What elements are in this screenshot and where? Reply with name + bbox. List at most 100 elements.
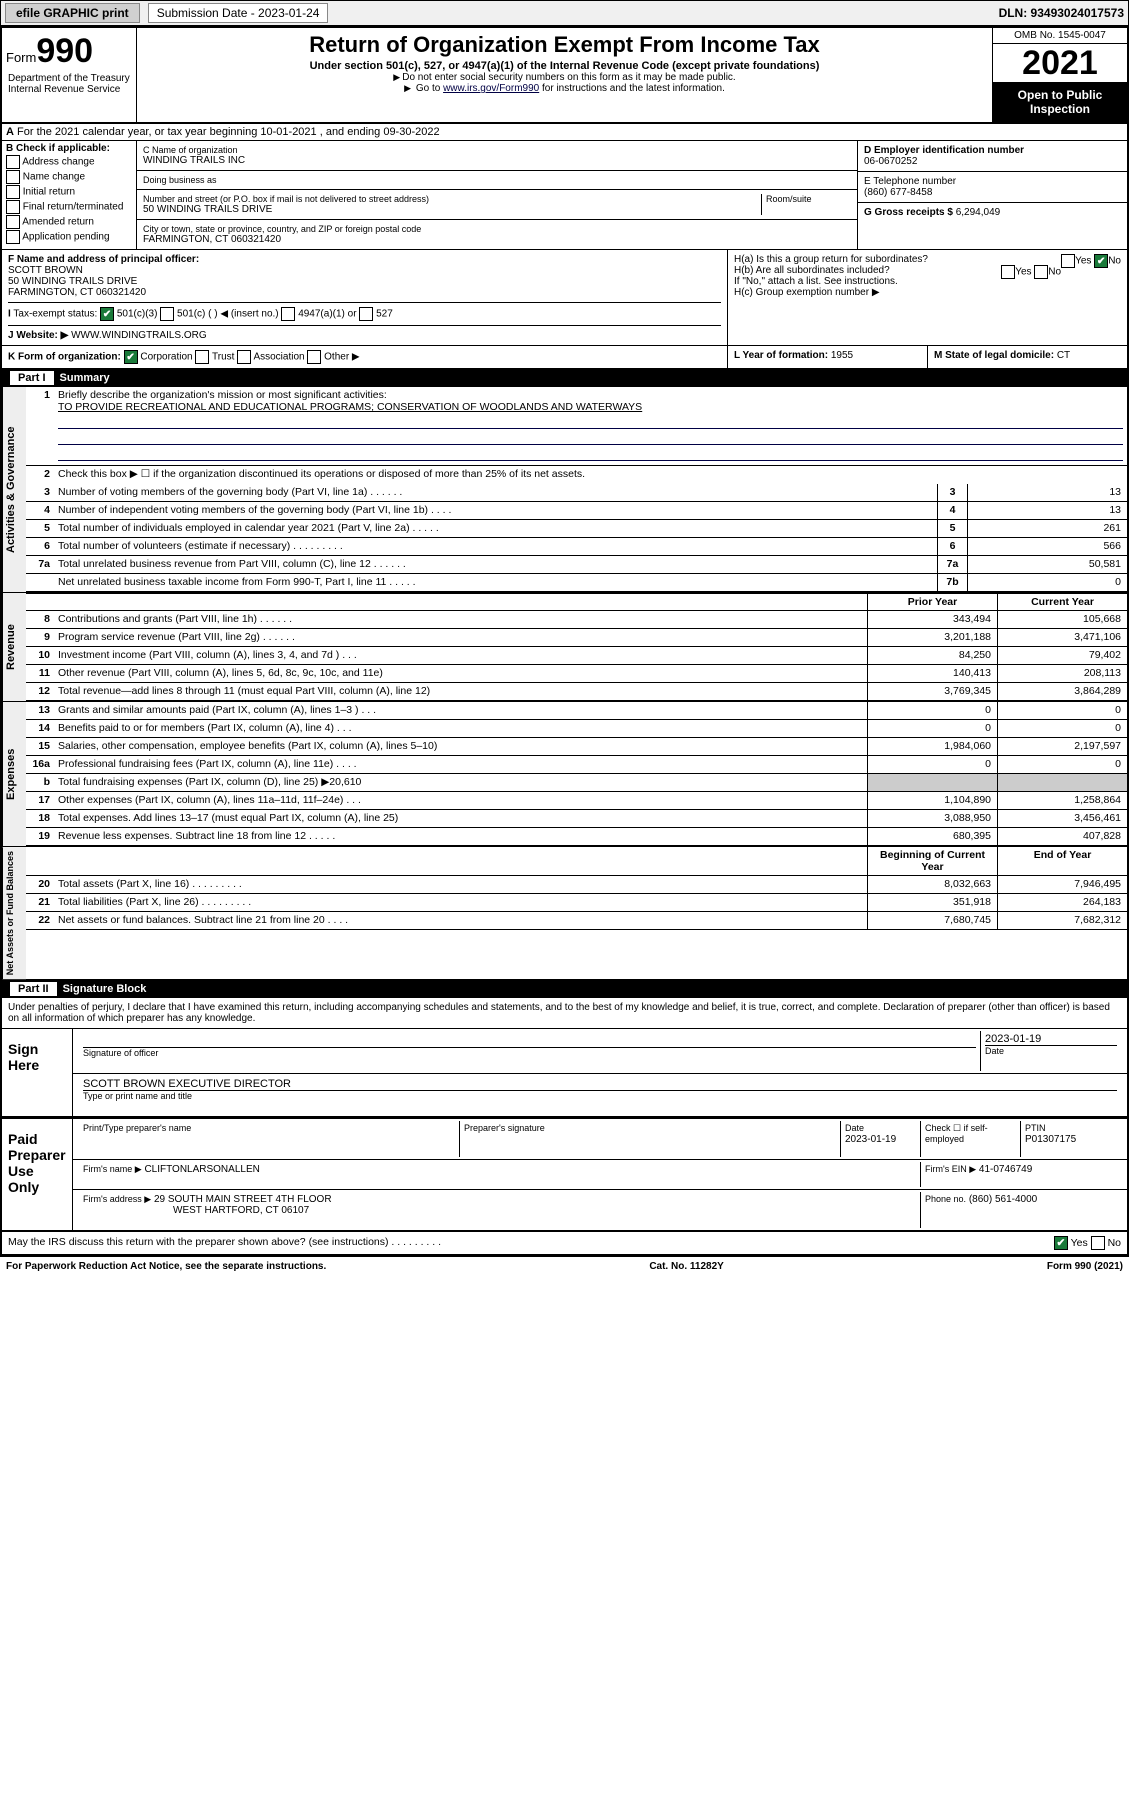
ha-no[interactable]: ✔ (1094, 254, 1108, 268)
hc-group-exempt: H(c) Group exemption number ▶ (734, 287, 1121, 298)
firm-addr1: 29 SOUTH MAIN STREET 4TH FLOOR (154, 1194, 332, 1205)
ha-yes[interactable] (1061, 254, 1075, 268)
gross-receipts: 6,294,049 (956, 207, 1001, 218)
tab-governance: Activities & Governance (2, 387, 26, 592)
tab-expenses: Expenses (2, 702, 26, 846)
addr: 50 WINDING TRAILS DRIVE (143, 204, 761, 215)
efile-print-btn[interactable]: efile GRAPHIC print (5, 3, 140, 23)
dba-label: Doing business as (143, 175, 851, 185)
form-subtitle: Under section 501(c), 527, or 4947(a)(1)… (145, 60, 984, 72)
firm-ein: 41-0746749 (979, 1164, 1032, 1175)
tax-exempt-label: Tax-exempt status: (13, 309, 97, 320)
form-org-label: K Form of organization: (8, 352, 121, 363)
firm-phone: (860) 561-4000 (969, 1194, 1037, 1205)
line-19: 19Revenue less expenses. Subtract line 1… (26, 828, 1127, 846)
officer-name: SCOTT BROWN (8, 265, 83, 276)
gov-line-5: 5Total number of individuals employed in… (26, 520, 1127, 538)
chk-app-pending[interactable]: Application pending (6, 230, 132, 244)
line-17: 17Other expenses (Part IX, column (A), l… (26, 792, 1127, 810)
tab-net-assets: Net Assets or Fund Balances (2, 847, 26, 979)
website: WWW.WINDINGTRAILS.ORG (71, 330, 207, 341)
line-8: 8Contributions and grants (Part VIII, li… (26, 611, 1127, 629)
gov-line-7a: 7aTotal unrelated business revenue from … (26, 556, 1127, 574)
submission-date: Submission Date - 2023-01-24 (148, 3, 329, 23)
line-20: 20Total assets (Part X, line 16) . . . .… (26, 876, 1127, 894)
discuss-preparer: May the IRS discuss this return with the… (8, 1236, 441, 1250)
mission-label: Briefly describe the organization's miss… (58, 389, 387, 401)
chk-4947[interactable] (281, 307, 295, 321)
gov-line-4: 4Number of independent voting members of… (26, 502, 1127, 520)
prep-date: 2023-01-19 (845, 1134, 896, 1145)
hb-yes[interactable] (1001, 265, 1015, 279)
chk-other[interactable] (307, 350, 321, 364)
chk-name-change[interactable]: Name change (6, 170, 132, 184)
mission-text: TO PROVIDE RECREATIONAL AND EDUCATIONAL … (58, 401, 642, 413)
chk-assoc[interactable] (237, 350, 251, 364)
col-boc: Beginning of Current Year (867, 847, 997, 875)
ein: 06-0670252 (864, 156, 917, 167)
form-title: Return of Organization Exempt From Incom… (145, 32, 984, 58)
gov-line-7b: Net unrelated business taxable income fr… (26, 574, 1127, 592)
line-9: 9Program service revenue (Part VIII, lin… (26, 629, 1127, 647)
line-11: 11Other revenue (Part VIII, column (A), … (26, 665, 1127, 683)
line-16a: 16aProfessional fundraising fees (Part I… (26, 756, 1127, 774)
line-15: 15Salaries, other compensation, employee… (26, 738, 1127, 756)
part2-header: Part IISignature Block (2, 980, 1127, 998)
discuss-no[interactable] (1091, 1236, 1105, 1250)
line-b: bTotal fundraising expenses (Part IX, co… (26, 774, 1127, 792)
col-eoy: End of Year (997, 847, 1127, 875)
addr-label: Number and street (or P.O. box if mail i… (143, 194, 761, 204)
form-footer: Form 990 (2021) (1047, 1261, 1123, 1272)
line-13: 13Grants and similar amounts paid (Part … (26, 702, 1127, 720)
hb-no[interactable] (1034, 265, 1048, 279)
open-to-public: Open to Public Inspection (993, 82, 1127, 122)
line-10: 10Investment income (Part VIII, column (… (26, 647, 1127, 665)
hb-note: If "No," attach a list. See instructions… (734, 276, 1121, 287)
tab-revenue: Revenue (2, 593, 26, 701)
city: FARMINGTON, CT 060321420 (143, 234, 851, 245)
sig-officer-label: Signature of officer (83, 1048, 158, 1058)
chk-trust[interactable] (195, 350, 209, 364)
irs-link[interactable]: www.irs.gov/Form990 (443, 83, 539, 94)
note-ssn: Do not enter social security numbers on … (145, 72, 984, 83)
officer-addr1: 50 WINDING TRAILS DRIVE (8, 276, 137, 287)
org-name: WINDING TRAILS INC (143, 155, 851, 166)
line2-discontinued: Check this box ▶ ☐ if the organization d… (54, 466, 1127, 484)
part1-header: Part ISummary (2, 369, 1127, 387)
chk-527[interactable] (359, 307, 373, 321)
firm-addr2: WEST HARTFORD, CT 06107 (173, 1205, 309, 1216)
gov-line-3: 3Number of voting members of the governi… (26, 484, 1127, 502)
chk-501c[interactable] (160, 307, 174, 321)
line-12: 12Total revenue—add lines 8 through 11 (… (26, 683, 1127, 701)
chk-final-return[interactable]: Final return/terminated (6, 200, 132, 214)
chk-501c3[interactable]: ✔ (100, 307, 114, 321)
col-b-checkboxes: B Check if applicable: Address change Na… (2, 141, 137, 249)
line-22: 22Net assets or fund balances. Subtract … (26, 912, 1127, 930)
pra-notice: For Paperwork Reduction Act Notice, see … (6, 1261, 326, 1272)
chk-corp[interactable]: ✔ (124, 350, 138, 364)
website-label: Website: ▶ (16, 330, 68, 341)
ha-group-return: H(a) Is this a group return for subordin… (734, 254, 1121, 265)
officer-label: F Name and address of principal officer: (8, 254, 199, 265)
chk-amended[interactable]: Amended return (6, 215, 132, 229)
ein-label: D Employer identification number (864, 145, 1024, 156)
discuss-yes[interactable]: ✔ (1054, 1236, 1068, 1250)
firm-name: CLIFTONLARSONALLEN (144, 1164, 259, 1175)
dept-treasury: Department of the Treasury Internal Reve… (6, 71, 132, 97)
room-label: Room/suite (766, 194, 851, 204)
chk-initial-return[interactable]: Initial return (6, 185, 132, 199)
sign-here-label: Sign Here (2, 1029, 72, 1116)
officer-addr2: FARMINGTON, CT 060321420 (8, 287, 146, 298)
chk-self-employed[interactable]: Check ☐ if self-employed (925, 1123, 988, 1144)
col-prior-year: Prior Year (867, 594, 997, 610)
gross-receipts-label: G Gross receipts $ (864, 207, 953, 218)
phone-label: E Telephone number (864, 176, 956, 187)
chk-address-change[interactable]: Address change (6, 155, 132, 169)
line-14: 14Benefits paid to or for members (Part … (26, 720, 1127, 738)
efile-header: efile GRAPHIC print Submission Date - 20… (0, 0, 1129, 26)
phone: (860) 677-8458 (864, 187, 932, 198)
state-domicile: CT (1057, 350, 1070, 361)
note-goto: Go to www.irs.gov/Form990 for instructio… (145, 83, 984, 94)
omb-number: OMB No. 1545-0047 (993, 28, 1127, 44)
sig-name: SCOTT BROWN EXECUTIVE DIRECTOR (83, 1078, 1117, 1090)
